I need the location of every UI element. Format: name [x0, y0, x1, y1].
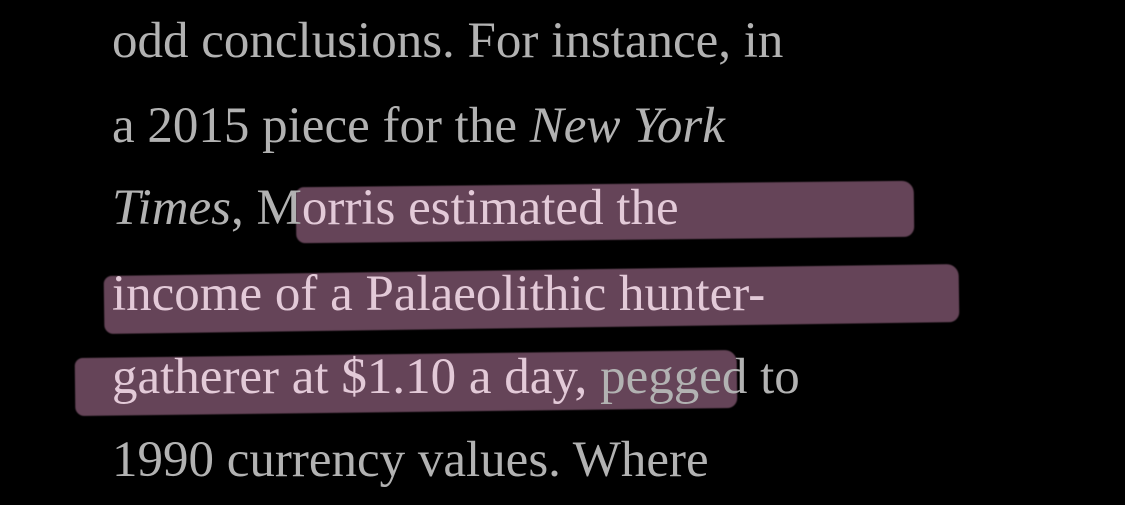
text-line: a 2015 piece for the New York [112, 96, 725, 156]
text-line: 1990 currency values. Where [112, 430, 709, 490]
text-span: , M [231, 180, 302, 236]
italic-title-span: New York [529, 98, 725, 154]
text-span: pegged to [587, 349, 800, 405]
text-line: income of a Palaeolithic hunter- [112, 264, 765, 324]
text-span: a 2015 piece for the [112, 98, 530, 154]
highlighted-text[interactable]: gatherer at $1.10 a day, [112, 349, 588, 405]
text-line: gatherer at $1.10 a day, pegged to [112, 347, 800, 407]
text-span: odd conclusions. For instance, in [112, 13, 784, 69]
italic-title-span: Times [112, 180, 232, 236]
highlighted-text[interactable]: income of a Palaeolithic hunter- [112, 266, 766, 322]
text-line: Times, Morris estimated the [112, 178, 679, 238]
highlighted-text[interactable]: orris estimated the [301, 180, 679, 236]
text-span: 1990 currency values. Where [112, 432, 709, 488]
text-line: odd conclusions. For instance, in [112, 11, 783, 71]
